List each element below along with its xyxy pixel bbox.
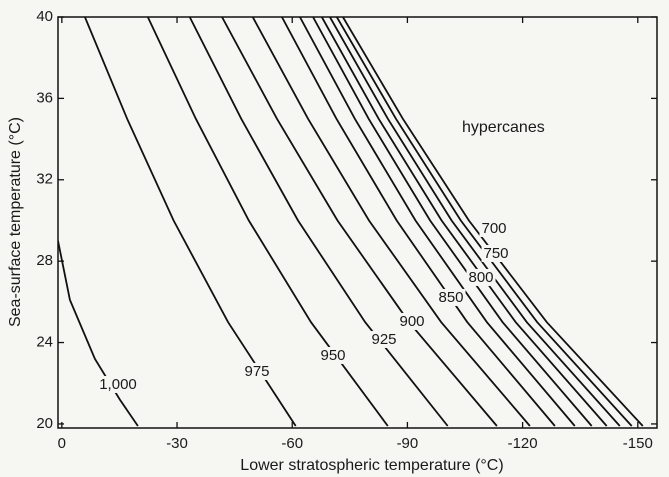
contour-label: 925 — [371, 331, 396, 348]
label-background — [481, 244, 511, 262]
y-tick-label: 32 — [36, 171, 53, 188]
contour-line — [84, 17, 297, 427]
label-background — [97, 375, 139, 393]
x-tick-label: -150 — [623, 435, 653, 452]
label-background — [242, 362, 272, 380]
contour-line — [321, 17, 608, 427]
contour-label: 700 — [481, 220, 506, 237]
contour-label: 975 — [244, 363, 269, 380]
contour-line — [312, 17, 593, 427]
x-tick-label: -90 — [397, 435, 419, 452]
y-tick-label: 40 — [36, 8, 53, 25]
x-tick-label: -120 — [508, 435, 538, 452]
contour-line — [329, 17, 621, 427]
x-axis-label: Lower stratospheric temperature (°C) — [240, 457, 503, 474]
contour-line — [336, 17, 633, 427]
contour-label: 800 — [468, 269, 493, 286]
y-tick-label: 36 — [36, 89, 53, 106]
x-tick-label: 0 — [58, 435, 66, 452]
contour-line — [281, 17, 556, 427]
x-tick-label: -30 — [166, 435, 188, 452]
plot-frame — [57, 16, 658, 429]
y-tick-label: 24 — [36, 334, 53, 351]
contour-label: 850 — [438, 289, 463, 306]
x-tick-label: -60 — [281, 435, 303, 452]
label-background — [397, 312, 427, 330]
label-background — [318, 346, 348, 364]
contour-line — [299, 17, 576, 427]
label-background — [479, 219, 509, 237]
contour-line — [188, 17, 449, 427]
contour-label: 750 — [483, 245, 508, 262]
contour-label: 900 — [399, 313, 424, 330]
contour-line — [251, 17, 531, 427]
contour-label: 1,000 — [99, 376, 137, 393]
label-background — [436, 288, 466, 306]
y-tick-label: 20 — [36, 415, 53, 432]
y-axis-label: Sea-surface temperature (°C) — [7, 117, 24, 327]
contour-line — [58, 240, 139, 427]
label-background — [369, 330, 399, 348]
y-tick-label: 28 — [36, 252, 53, 269]
label-background — [466, 268, 496, 286]
contour-line — [342, 17, 644, 427]
annotation: hypercanes — [462, 119, 545, 136]
contour-line — [221, 17, 498, 427]
contour-label: 950 — [320, 347, 345, 364]
